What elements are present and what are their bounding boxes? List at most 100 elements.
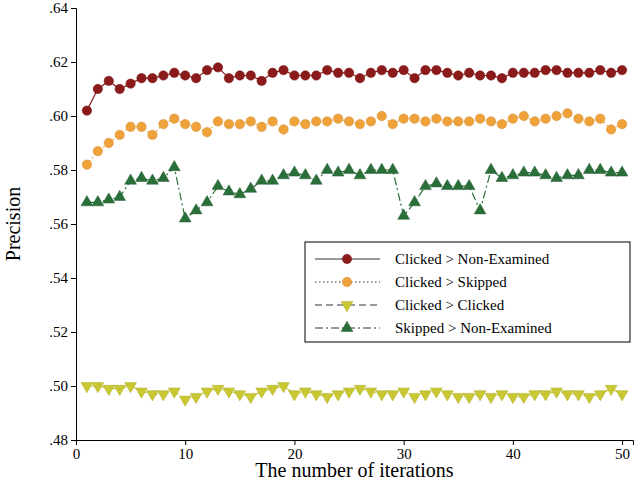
marker xyxy=(518,393,530,403)
tick-mark xyxy=(185,440,186,445)
marker xyxy=(223,388,235,398)
marker xyxy=(213,63,222,72)
tick-mark xyxy=(71,278,76,279)
marker xyxy=(179,212,191,222)
marker xyxy=(354,385,366,395)
marks xyxy=(81,63,628,407)
legend-entry: Clicked > Skipped xyxy=(315,274,507,290)
marker xyxy=(267,385,279,395)
marker xyxy=(432,114,441,123)
tick-label: 10 xyxy=(178,446,193,462)
tick-label: .50 xyxy=(49,378,68,394)
marker xyxy=(454,71,463,80)
marker xyxy=(464,117,473,126)
marker xyxy=(594,391,606,401)
legend-label: Clicked > Non-Examined xyxy=(395,251,550,267)
marker xyxy=(617,65,626,74)
marker xyxy=(583,163,595,173)
tick: 10 xyxy=(178,440,193,462)
marker xyxy=(573,391,585,401)
marker xyxy=(170,68,179,77)
marker xyxy=(377,111,386,120)
marker xyxy=(409,393,421,403)
tick-mark xyxy=(71,170,76,171)
marker xyxy=(529,166,541,176)
marker xyxy=(301,119,310,128)
marker xyxy=(454,117,463,126)
marker xyxy=(507,393,519,403)
marker xyxy=(343,163,355,173)
tick: .62 xyxy=(49,54,76,70)
marker xyxy=(432,65,441,74)
marker xyxy=(398,209,410,219)
tick: .52 xyxy=(49,324,76,340)
marker xyxy=(344,68,353,77)
marker xyxy=(366,117,375,126)
marker xyxy=(190,204,202,214)
series-line xyxy=(87,113,622,164)
marker xyxy=(475,114,484,123)
marker xyxy=(299,169,311,179)
marker xyxy=(125,383,137,393)
series-markers xyxy=(82,63,627,116)
marker xyxy=(606,125,615,134)
marker xyxy=(574,114,583,123)
marker xyxy=(585,117,594,126)
legend-label: Clicked > Clicked xyxy=(395,297,505,313)
tick-label: .64 xyxy=(49,0,68,16)
tick-label: 40 xyxy=(506,446,521,462)
tick: .60 xyxy=(49,108,76,124)
marker xyxy=(93,84,102,93)
marker xyxy=(541,114,550,123)
tick-label: .58 xyxy=(49,162,68,178)
marker xyxy=(464,68,473,77)
marker xyxy=(235,119,244,128)
marker xyxy=(366,68,375,77)
marker xyxy=(387,163,399,173)
axis-line xyxy=(71,9,77,441)
marker xyxy=(485,393,497,403)
marker xyxy=(420,179,432,189)
marker xyxy=(585,68,594,77)
marker xyxy=(354,169,366,179)
marker xyxy=(519,111,528,120)
marker xyxy=(409,196,421,206)
marker xyxy=(202,127,211,136)
tick-label: .54 xyxy=(49,270,68,286)
marker xyxy=(312,117,321,126)
marker xyxy=(125,174,137,184)
marker xyxy=(365,388,377,398)
marker xyxy=(332,391,344,401)
legend-entry: Clicked > Clicked xyxy=(315,297,505,313)
marker xyxy=(583,393,595,403)
marker xyxy=(137,73,146,82)
series-line xyxy=(87,67,622,110)
marker xyxy=(234,391,246,401)
marker xyxy=(257,76,266,85)
marker xyxy=(552,111,561,120)
marker xyxy=(333,114,342,123)
tick-mark xyxy=(404,440,405,445)
tick-mark xyxy=(71,116,76,117)
marker xyxy=(159,71,168,80)
marker xyxy=(463,393,475,403)
marker xyxy=(474,391,486,401)
marker xyxy=(103,193,115,203)
series-markers xyxy=(81,161,628,222)
tick-mark xyxy=(513,440,514,445)
marker xyxy=(223,185,235,195)
tick-label: 0 xyxy=(73,446,81,462)
legend-marker xyxy=(342,254,351,263)
marker xyxy=(410,114,419,123)
marker xyxy=(321,163,333,173)
marker xyxy=(245,182,257,192)
marker xyxy=(179,396,191,406)
marker xyxy=(530,117,539,126)
marker xyxy=(81,383,93,393)
marker xyxy=(301,71,310,80)
marker xyxy=(606,68,615,77)
marker xyxy=(289,391,301,401)
marker xyxy=(310,174,322,184)
marker xyxy=(126,122,135,131)
tick: .64 xyxy=(49,0,76,16)
